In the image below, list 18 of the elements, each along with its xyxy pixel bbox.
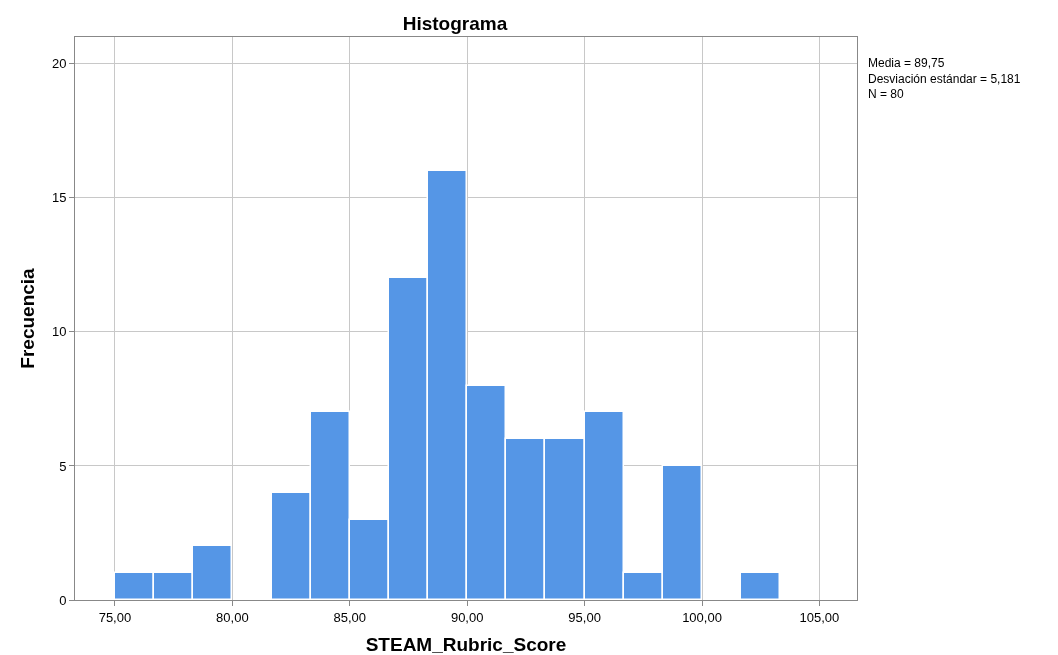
- text: Media = 89,75: [868, 56, 945, 70]
- text: N = 80: [868, 87, 905, 101]
- x-tick-label: 90,00: [450, 609, 484, 625]
- y-tick-label: 10: [51, 324, 67, 340]
- x-tick-label: 80,00: [216, 609, 249, 625]
- x-tick-label: 105,00: [799, 609, 840, 625]
- x-tick-label: 85,00: [333, 609, 367, 625]
- x-tick-label: 95,00: [568, 609, 601, 625]
- x-axis-title: STEAM_Rubric_Score: [365, 634, 567, 655]
- y-tick-label: 20: [51, 56, 67, 72]
- y-tick-label: 5: [59, 458, 67, 474]
- y-tick-label: 0: [59, 592, 67, 608]
- x-tick-label: 100,00: [682, 609, 722, 625]
- y-axis-title: Frecuencia: [16, 267, 38, 369]
- text: Desviación estándar = 5,181: [868, 72, 1021, 86]
- x-tick-label: 75,00: [98, 609, 132, 625]
- chart-title: Histograma: [402, 12, 508, 34]
- y-tick-label: 15: [51, 190, 67, 206]
